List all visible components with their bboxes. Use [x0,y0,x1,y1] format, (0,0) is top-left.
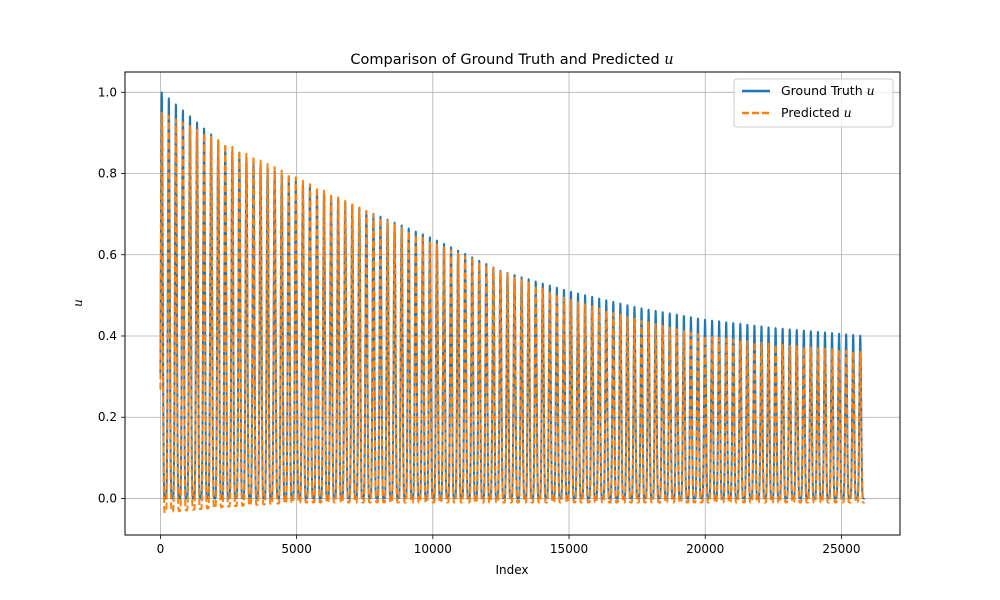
x-tick-label: 25000 [822,542,860,556]
plot-area [159,91,866,514]
x-tick-label: 20000 [686,542,724,556]
x-tick-label: 0 [157,542,165,556]
x-axis-label: Index [495,563,528,577]
legend: Ground Truth u Predicted u [733,78,894,128]
chart-title: Comparison of Ground Truth and Predicted… [350,52,673,68]
y-tick-label: 0.0 [98,491,117,505]
y-tick-label: 0.8 [98,167,117,181]
x-tick-label: 15000 [550,542,588,556]
y-tick-label: 1.0 [98,85,117,99]
y-tick-label: 0.4 [98,329,117,343]
legend-label-ground-truth: Ground Truth u [781,83,875,98]
y-axis-label: u [71,299,85,307]
legend-label-predicted: Predicted u [781,105,852,120]
axes-frame [124,71,901,536]
legend-box [733,78,894,128]
x-tick-label: 10000 [414,542,452,556]
y-tick-label: 0.6 [98,248,117,262]
y-tick-label: 0.2 [98,410,117,424]
ticks: 0 5000 10000 15000 20000 25000 0.0 0.2 0.4 0.6 0.8… [98,85,861,556]
series-line-predicted [159,111,866,514]
x-tick-label: 5000 [281,542,312,556]
